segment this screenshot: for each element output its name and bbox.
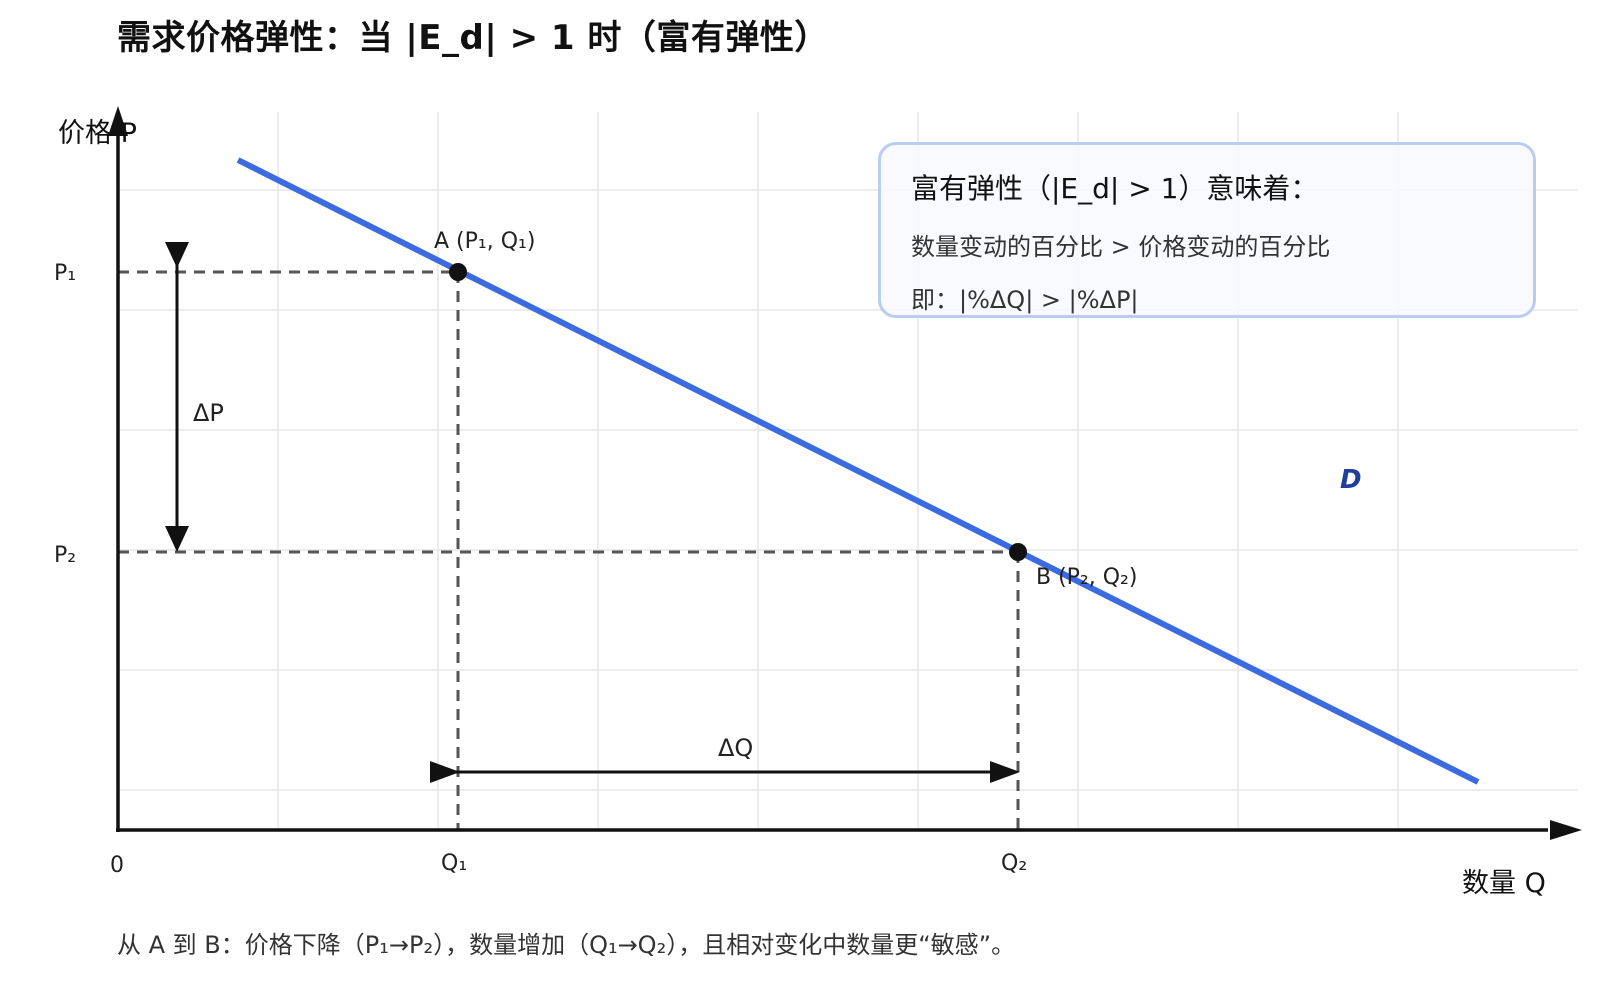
delta-q-left-arrow-icon <box>430 761 460 783</box>
x-axis-arrow-icon <box>1550 820 1582 840</box>
delta-q-label: ΔQ <box>718 734 753 762</box>
origin-label: 0 <box>110 853 124 878</box>
point-b-label: B (P₂, Q₂) <box>1036 565 1137 590</box>
delta-p-bottom-arrow-icon <box>165 526 189 552</box>
point-a <box>449 263 467 281</box>
p1-tick-label: P₁ <box>54 261 76 286</box>
info-box: 富有弹性（|E_d| > 1）意味着： 数量变动的百分比 > 价格变动的百分比 … <box>878 142 1536 318</box>
q1-tick-label: Q₁ <box>441 851 467 876</box>
delta-p-arrow <box>165 242 189 552</box>
delta-p-top-arrow-icon <box>165 242 189 268</box>
grid <box>118 112 1578 830</box>
p2-tick-label: P₂ <box>54 543 76 568</box>
delta-q-arrow <box>430 761 1020 783</box>
info-line-1: 数量变动的百分比 > 价格变动的百分比 <box>911 233 1331 261</box>
y-axis-label: 价格 P <box>58 118 137 149</box>
q2-tick-label: Q₂ <box>1001 851 1027 876</box>
demand-curve <box>236 157 1480 785</box>
demand-curve-label: D <box>1340 465 1362 495</box>
delta-p-label: ΔP <box>193 399 224 427</box>
delta-q-right-arrow-icon <box>990 761 1020 783</box>
info-line-2: 即：|%ΔQ| > |%ΔP| <box>911 286 1139 314</box>
x-axis-label: 数量 Q <box>1462 868 1546 899</box>
caption: 从 A 到 B：价格下降（P₁→P₂），数量增加（Q₁→Q₂），且相对变化中数量… <box>117 931 1016 959</box>
point-b <box>1009 543 1027 561</box>
page-title: 需求价格弹性：当 |E_d| > 1 时（富有弹性） <box>117 18 829 58</box>
point-a-label: A (P₁, Q₁) <box>434 229 535 254</box>
y-axis-arrow-icon <box>108 106 128 136</box>
guide-lines <box>118 270 1020 830</box>
info-title: 富有弹性（|E_d| > 1）意味着： <box>911 172 1319 205</box>
